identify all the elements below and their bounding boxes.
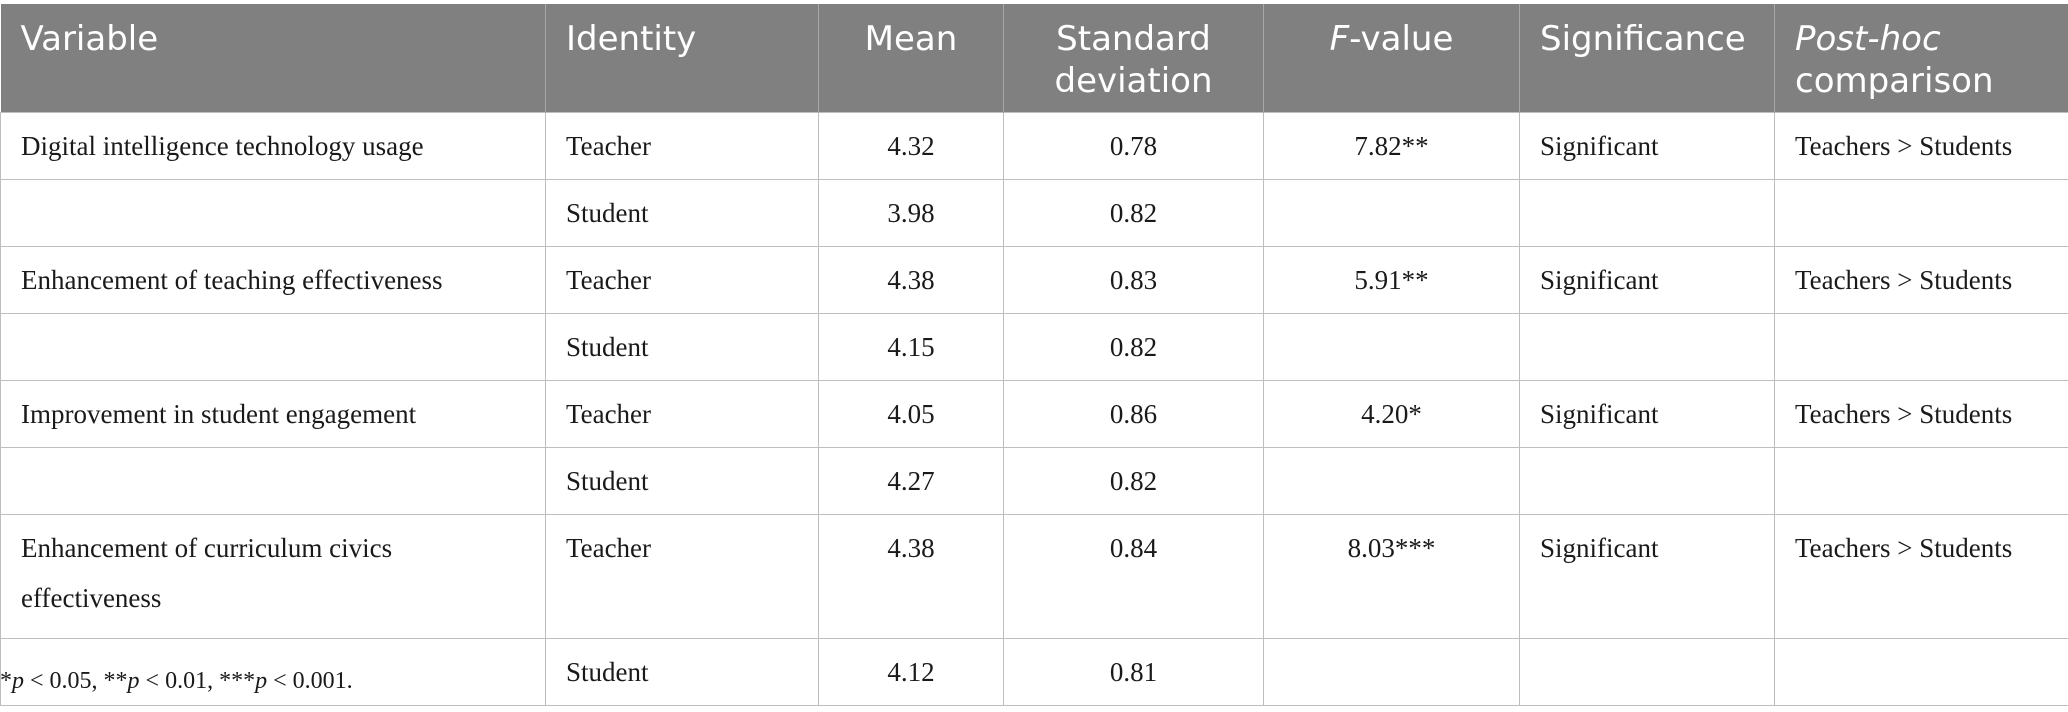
cell-f-value: 8.03*** <box>1263 514 1520 639</box>
cell-variable: Enhancement of curriculum civics effecti… <box>0 514 546 639</box>
header-standard-deviation: Standard deviation <box>1003 4 1264 113</box>
cell-significance: Significant <box>1519 514 1775 639</box>
footnote-p-2: p <box>127 668 140 694</box>
footnote-threshold-3: < 0.001. <box>267 668 353 694</box>
header-variable: Variable <box>0 4 546 113</box>
cell-mean: 4.05 <box>818 380 1004 448</box>
cell-f-value: 5.91** <box>1263 246 1520 314</box>
cell-identity: Teacher <box>545 112 819 180</box>
cell-mean: 4.38 <box>818 514 1004 639</box>
cell-mean: 4.32 <box>818 112 1004 180</box>
cell-identity: Teacher <box>545 514 819 639</box>
cell-significance <box>1519 447 1775 515</box>
cell-standard-deviation: 0.82 <box>1003 179 1264 247</box>
cell-identity: Student <box>545 447 819 515</box>
footnote-threshold-2: < 0.01, <box>139 668 220 694</box>
header-post-hoc-comparison: Post-hoc comparison <box>1774 4 2068 113</box>
table-row: Enhancement of curriculum civics effecti… <box>0 514 2068 639</box>
cell-identity: Teacher <box>545 380 819 448</box>
cell-post-hoc: Teachers > Students <box>1774 112 2068 180</box>
header-mean: Mean <box>818 4 1004 113</box>
cell-significance <box>1519 313 1775 381</box>
cell-standard-deviation: 0.78 <box>1003 112 1264 180</box>
cell-standard-deviation: 0.84 <box>1003 514 1264 639</box>
footnote-star-3: *** <box>219 668 256 694</box>
cell-f-value: 7.82** <box>1263 112 1520 180</box>
table-row: Student 3.98 0.82 <box>0 179 2068 247</box>
cell-mean: 3.98 <box>818 179 1004 247</box>
footnote-star-2: ** <box>103 668 128 694</box>
cell-post-hoc <box>1774 638 2068 706</box>
cell-variable: Improvement in student engagement <box>0 380 546 448</box>
cell-variable <box>0 447 546 515</box>
cell-significance: Significant <box>1519 246 1775 314</box>
cell-variable <box>0 313 546 381</box>
cell-variable <box>0 179 546 247</box>
cell-mean: 4.27 <box>818 447 1004 515</box>
cell-significance: Significant <box>1519 112 1775 180</box>
cell-f-value <box>1263 313 1520 381</box>
table-row: Enhancement of teaching effectiveness Te… <box>0 246 2068 314</box>
cell-f-value <box>1263 179 1520 247</box>
cell-post-hoc: Teachers > Students <box>1774 246 2068 314</box>
footnote-star-1: * <box>0 668 12 694</box>
cell-mean: 4.38 <box>818 246 1004 314</box>
cell-post-hoc <box>1774 313 2068 381</box>
cell-post-hoc: Teachers > Students <box>1774 380 2068 448</box>
table-row: Student 4.27 0.82 <box>0 447 2068 515</box>
header-row: Variable Identity Mean Standard deviation… <box>0 4 2068 113</box>
cell-f-value <box>1263 447 1520 515</box>
cell-significance: Significant <box>1519 380 1775 448</box>
cell-mean: 4.12 <box>818 638 1004 706</box>
cell-variable: Enhancement of teaching effectiveness <box>0 246 546 314</box>
results-table-container: Variable Identity Mean Standard deviation… <box>0 4 2068 706</box>
cell-standard-deviation: 0.82 <box>1003 313 1264 381</box>
cell-identity: Student <box>545 179 819 247</box>
cell-standard-deviation: 0.86 <box>1003 380 1264 448</box>
cell-f-value <box>1263 638 1520 706</box>
table-footnote: *p < 0.05, **p < 0.01, ***p < 0.001. <box>0 668 353 695</box>
cell-standard-deviation: 0.81 <box>1003 638 1264 706</box>
cell-standard-deviation: 0.82 <box>1003 447 1264 515</box>
table-row: Student 4.12 0.81 <box>0 638 2068 706</box>
cell-post-hoc <box>1774 447 2068 515</box>
cell-post-hoc: Teachers > Students <box>1774 514 2068 639</box>
cell-post-hoc <box>1774 179 2068 247</box>
table-row: Digital intelligence technology usage Te… <box>0 112 2068 180</box>
footnote-threshold-1: < 0.05, <box>24 668 104 694</box>
cell-mean: 4.15 <box>818 313 1004 381</box>
header-significance: Significance <box>1519 4 1775 113</box>
cell-standard-deviation: 0.83 <box>1003 246 1264 314</box>
cell-significance <box>1519 179 1775 247</box>
cell-variable <box>0 638 546 706</box>
cell-variable: Digital intelligence technology usage <box>0 112 546 180</box>
cell-identity: Student <box>545 313 819 381</box>
table-row: Student 4.15 0.82 <box>0 313 2068 381</box>
table-row: Improvement in student engagement Teache… <box>0 380 2068 448</box>
cell-significance <box>1519 638 1775 706</box>
header-f-value: F-value <box>1263 4 1520 113</box>
footnote-p-3: p <box>255 668 268 694</box>
cell-identity: Student <box>545 638 819 706</box>
results-table: Variable Identity Mean Standard deviation… <box>0 4 2068 706</box>
footnote-p-1: p <box>12 668 24 694</box>
cell-identity: Teacher <box>545 246 819 314</box>
header-identity: Identity <box>545 4 819 113</box>
cell-f-value: 4.20* <box>1263 380 1520 448</box>
